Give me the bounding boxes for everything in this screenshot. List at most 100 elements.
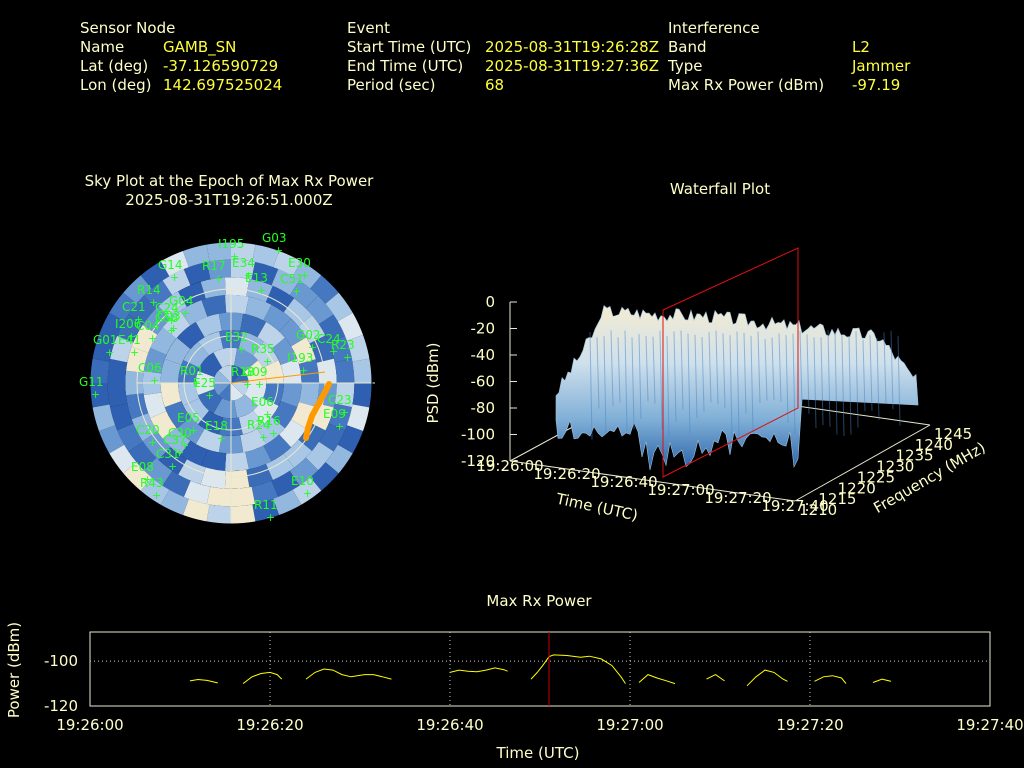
satellite-marker: + — [237, 343, 246, 356]
sensor-lon-value: 142.697525024 — [163, 76, 283, 94]
satellite-marker: + — [274, 244, 283, 257]
sky-cell — [183, 341, 209, 368]
waterfall-ridge — [862, 339, 866, 412]
satellite-marker: + — [149, 296, 158, 309]
satellite-marker: + — [150, 374, 159, 387]
sky-cell — [162, 269, 191, 296]
waterfall-ridge — [596, 337, 600, 409]
waterfall-ridge — [820, 337, 824, 426]
sky-cell — [195, 428, 222, 453]
sky-cell — [273, 250, 302, 277]
sky-cell — [298, 422, 326, 451]
waterfall-ridge — [708, 332, 712, 403]
sky-cell — [252, 244, 280, 268]
satellite-label: R23 — [331, 338, 355, 352]
waterfall-z-tick-label: -60 — [471, 373, 496, 391]
sky-cell — [328, 335, 352, 363]
waterfall-ridge — [827, 330, 831, 427]
sky-cell — [346, 404, 370, 432]
satellite-marker: + — [269, 427, 278, 440]
sky-cell — [92, 404, 116, 432]
sky-cell — [231, 259, 256, 280]
sky-cell — [352, 358, 373, 383]
sky-cell — [240, 313, 267, 338]
sky-cell — [251, 262, 279, 286]
sky-cell — [334, 358, 355, 383]
power-segment — [242, 671, 283, 684]
sky-cell — [257, 417, 285, 445]
satellite-marker: + — [134, 313, 143, 326]
sky-cell — [231, 504, 256, 525]
sky-cell — [108, 444, 137, 474]
satellite-label: E25 — [193, 376, 216, 390]
sensor-node-title: Sensor Node — [80, 19, 176, 37]
power-segment — [305, 668, 392, 680]
satellite-label: R18 — [231, 365, 255, 379]
satellite-label: E41 — [118, 333, 141, 347]
satellite-label: I206 — [115, 317, 141, 331]
waterfall-ridge — [785, 335, 789, 424]
power-grid — [90, 632, 990, 706]
sky-cell — [160, 489, 189, 516]
satellite-label: R11 — [254, 498, 278, 512]
waterfall-ridge — [834, 332, 838, 435]
waterfall-y-tick-label: 1230 — [876, 458, 914, 476]
waterfall-z-tick-label: -40 — [471, 346, 496, 364]
sky-cell — [126, 393, 149, 420]
satellite-marker: + — [148, 332, 157, 345]
sky-cell — [240, 428, 267, 453]
waterfall-x-tick-label: 19:26:20 — [533, 465, 600, 483]
sky-cell — [201, 449, 227, 471]
sky-cell — [131, 324, 158, 353]
satellite-label: G03 — [262, 231, 287, 245]
sky-plot-title: Sky Plot at the Epoch of Max Rx Power — [85, 172, 375, 190]
sky-cell — [150, 327, 177, 355]
waterfall-ridge — [750, 335, 754, 433]
waterfall-y-tick-label: 1210 — [799, 501, 837, 519]
sky-cell — [310, 462, 339, 491]
sky-cell — [318, 423, 345, 452]
satellite-label: G11 — [79, 375, 104, 389]
sky-cell — [128, 295, 157, 325]
waterfall-ridge — [869, 335, 873, 411]
event-title: Event — [347, 19, 390, 37]
sky-cell — [265, 453, 295, 481]
satellite-label: G02 — [296, 328, 321, 342]
sky-cell — [201, 295, 227, 317]
interference-type-label: Type — [668, 57, 703, 75]
power-segment — [530, 654, 626, 684]
waterfall-ridge — [890, 330, 894, 410]
sky-cell — [110, 335, 134, 363]
waterfall-ridge — [638, 334, 642, 419]
event-start-value: 2025-08-31T19:26:28Z — [485, 38, 659, 56]
sky-cell — [89, 383, 110, 408]
sensor-lat-label: Lat (deg) — [80, 57, 149, 75]
satellite-label: E06 — [251, 395, 274, 409]
satellite-marker: + — [167, 314, 176, 327]
satellite-marker: + — [308, 341, 317, 354]
waterfall-y-tick-label: 1215 — [818, 490, 856, 508]
waterfall-z-label: PSD (dBm) — [424, 342, 442, 423]
satellite-marker: + — [259, 431, 268, 444]
sky-cell — [107, 383, 128, 408]
sky-cell — [123, 275, 152, 304]
waterfall-ridge — [729, 335, 733, 438]
satellite-label: E32 — [225, 330, 248, 344]
sky-cell — [164, 337, 191, 365]
sky-cell — [257, 321, 285, 349]
sky-cell — [198, 410, 224, 435]
waterfall-z-tick-label: 0 — [485, 293, 495, 311]
satellite-marker: + — [175, 446, 184, 459]
sky-cell — [143, 457, 173, 486]
satellite-label: I193 — [287, 351, 313, 365]
satellite-marker: + — [148, 436, 157, 449]
sky-cell — [334, 383, 355, 408]
sky-cell — [271, 269, 300, 296]
satellite-label: E13 — [245, 271, 268, 285]
waterfall-ridge — [757, 331, 761, 404]
waterfall-x-tick-label: 19:26:00 — [476, 457, 543, 475]
sky-cell — [218, 383, 231, 401]
event-start-label: Start Time (UTC) — [347, 38, 472, 56]
